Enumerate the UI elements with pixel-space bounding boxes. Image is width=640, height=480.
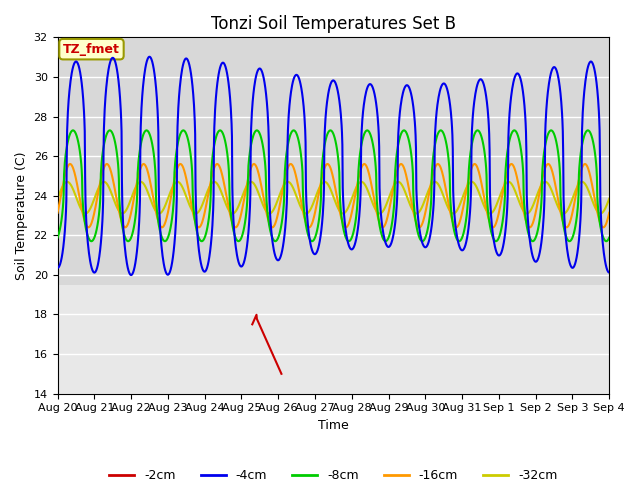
Bar: [58, 285, 609, 394]
Title: Tonzi Soil Temperatures Set B: Tonzi Soil Temperatures Set B: [211, 15, 456, 33]
Legend: -2cm, -4cm, -8cm, -16cm, -32cm: -2cm, -4cm, -8cm, -16cm, -32cm: [104, 464, 563, 480]
Text: TZ_fmet: TZ_fmet: [63, 43, 120, 56]
Y-axis label: Soil Temperature (C): Soil Temperature (C): [15, 151, 28, 280]
X-axis label: Time: Time: [318, 419, 349, 432]
